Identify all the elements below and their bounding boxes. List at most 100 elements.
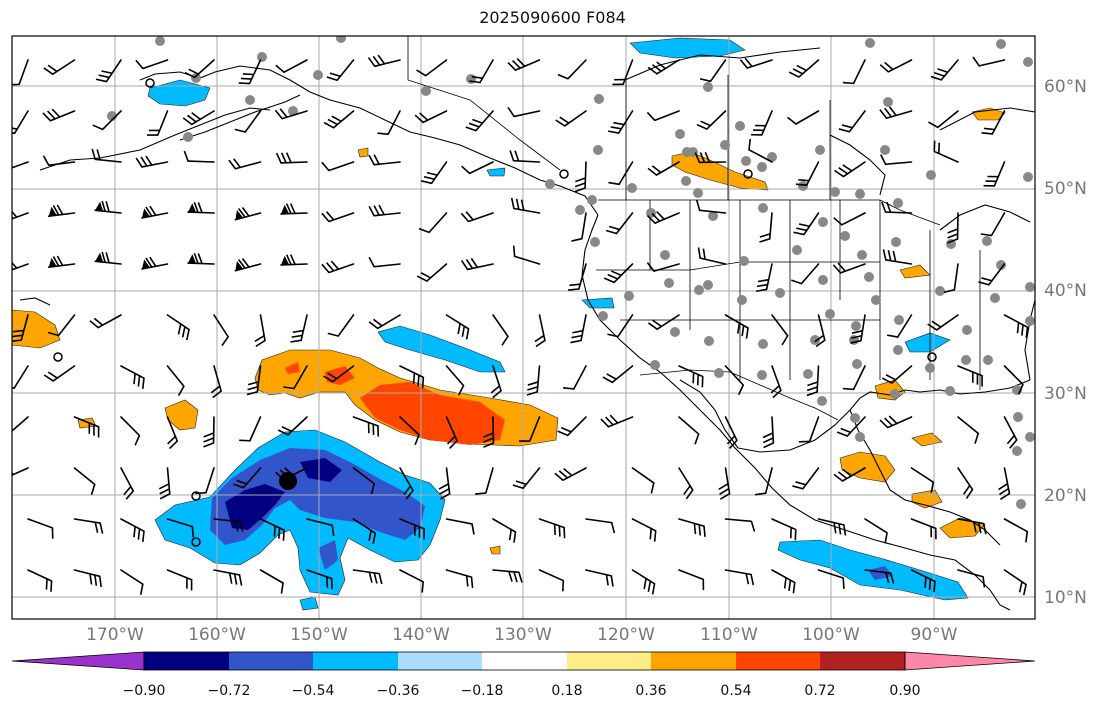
wind-barb <box>352 467 376 495</box>
wind-barb <box>607 110 634 134</box>
wind-barb <box>275 467 308 481</box>
positive-anomaly-region <box>489 545 501 555</box>
wind-barb <box>321 260 355 274</box>
wind-barb <box>755 263 773 293</box>
wind-barb <box>91 148 122 163</box>
wind-barb <box>73 518 104 534</box>
wind-barb <box>445 518 475 535</box>
wind-barb <box>94 200 122 214</box>
wind-barb <box>475 467 494 495</box>
positive-anomaly-region <box>911 432 943 447</box>
wind-barb <box>836 416 866 437</box>
colorbar-tick-label: −0.54 <box>291 683 335 699</box>
wind-barb <box>234 110 262 133</box>
lat-label: 40°N <box>1044 281 1087 301</box>
storm-center-marker <box>279 472 297 490</box>
wind-barb <box>283 365 308 390</box>
wind-barb <box>798 416 820 443</box>
wind-barb <box>27 518 54 539</box>
wind-barb <box>47 204 76 217</box>
wind-barb <box>327 314 355 337</box>
wind-barb <box>12 416 29 435</box>
colorbar-segment <box>567 652 651 670</box>
wind-barb <box>647 314 680 330</box>
wind-barb <box>213 314 229 347</box>
wind-barb <box>602 365 634 384</box>
wind-barb <box>414 110 448 124</box>
wind-barb <box>957 518 987 535</box>
wind-barb <box>146 110 169 136</box>
wind-barb <box>910 467 935 493</box>
colorbar-segment <box>313 652 398 670</box>
wind-barb <box>881 365 913 384</box>
wind-barb <box>678 365 704 388</box>
contour-field <box>12 37 1006 611</box>
wind-barb <box>323 110 355 129</box>
wind-barb <box>12 259 29 274</box>
wind-barb <box>321 161 355 172</box>
wind-barb <box>275 152 308 164</box>
map-frame <box>11 35 1036 620</box>
wind-barb <box>943 263 959 294</box>
wind-barb <box>972 56 1006 67</box>
wind-barb <box>557 416 587 437</box>
wind-barb <box>817 569 845 589</box>
wind-barb <box>771 518 797 541</box>
wind-barb <box>724 569 755 586</box>
wind-barb <box>574 161 587 193</box>
wind-barb <box>978 263 1006 286</box>
colorbar-min-extension <box>11 651 145 671</box>
lon-label: 140°W <box>392 625 450 645</box>
wind-barbs <box>12 54 1029 596</box>
wind-barb <box>842 365 866 391</box>
wind-barb <box>850 314 866 344</box>
wind-barb <box>94 251 122 265</box>
wind-barb <box>605 212 634 235</box>
wind-barb <box>399 467 414 500</box>
wind-barb <box>696 110 727 130</box>
wind-barb <box>166 518 195 538</box>
wind-barb <box>492 569 523 583</box>
wind-barb <box>12 466 29 480</box>
wind-barb <box>571 212 587 242</box>
wind-barb <box>166 314 190 341</box>
wind-barb <box>259 518 285 541</box>
lat-label: 30°N <box>1044 384 1087 404</box>
colorbar-tick-label: −0.90 <box>122 683 166 699</box>
wind-barb <box>326 59 355 82</box>
wind-barb <box>42 108 76 122</box>
wind-barb <box>233 467 262 489</box>
map-title: 2025090600 F084 <box>479 8 626 27</box>
wind-barb <box>306 569 333 590</box>
negative-anomaly-region <box>904 332 951 353</box>
wind-barb <box>352 416 380 437</box>
wind-barb <box>445 416 458 450</box>
wind-barb <box>842 59 866 85</box>
wind-barb <box>158 467 171 500</box>
wind-barb <box>562 365 587 390</box>
wind-barb <box>418 212 448 234</box>
wind-barb <box>998 467 1011 501</box>
wind-barb <box>246 365 262 396</box>
colorbar-segment <box>144 652 229 670</box>
wind-barb <box>135 59 169 70</box>
negative-anomaly-region <box>154 429 446 596</box>
wind-barb <box>460 211 494 223</box>
wind-barb <box>274 108 308 120</box>
wind-barb <box>120 518 145 543</box>
wind-barb <box>864 518 888 544</box>
wind-barb <box>983 161 1006 187</box>
wind-barb <box>759 212 773 243</box>
wind-barb <box>512 467 541 490</box>
wind-barb <box>647 59 680 75</box>
wind-barb <box>631 518 657 542</box>
wind-barb <box>647 161 680 176</box>
wind-barb <box>203 416 215 448</box>
wind-barb <box>280 254 308 266</box>
wind-barb <box>695 199 727 214</box>
wind-barb <box>724 314 749 339</box>
lon-label: 90°W <box>910 625 958 645</box>
lon-label: 130°W <box>494 625 552 645</box>
wind-barb <box>880 154 913 166</box>
wind-barb <box>910 569 936 593</box>
